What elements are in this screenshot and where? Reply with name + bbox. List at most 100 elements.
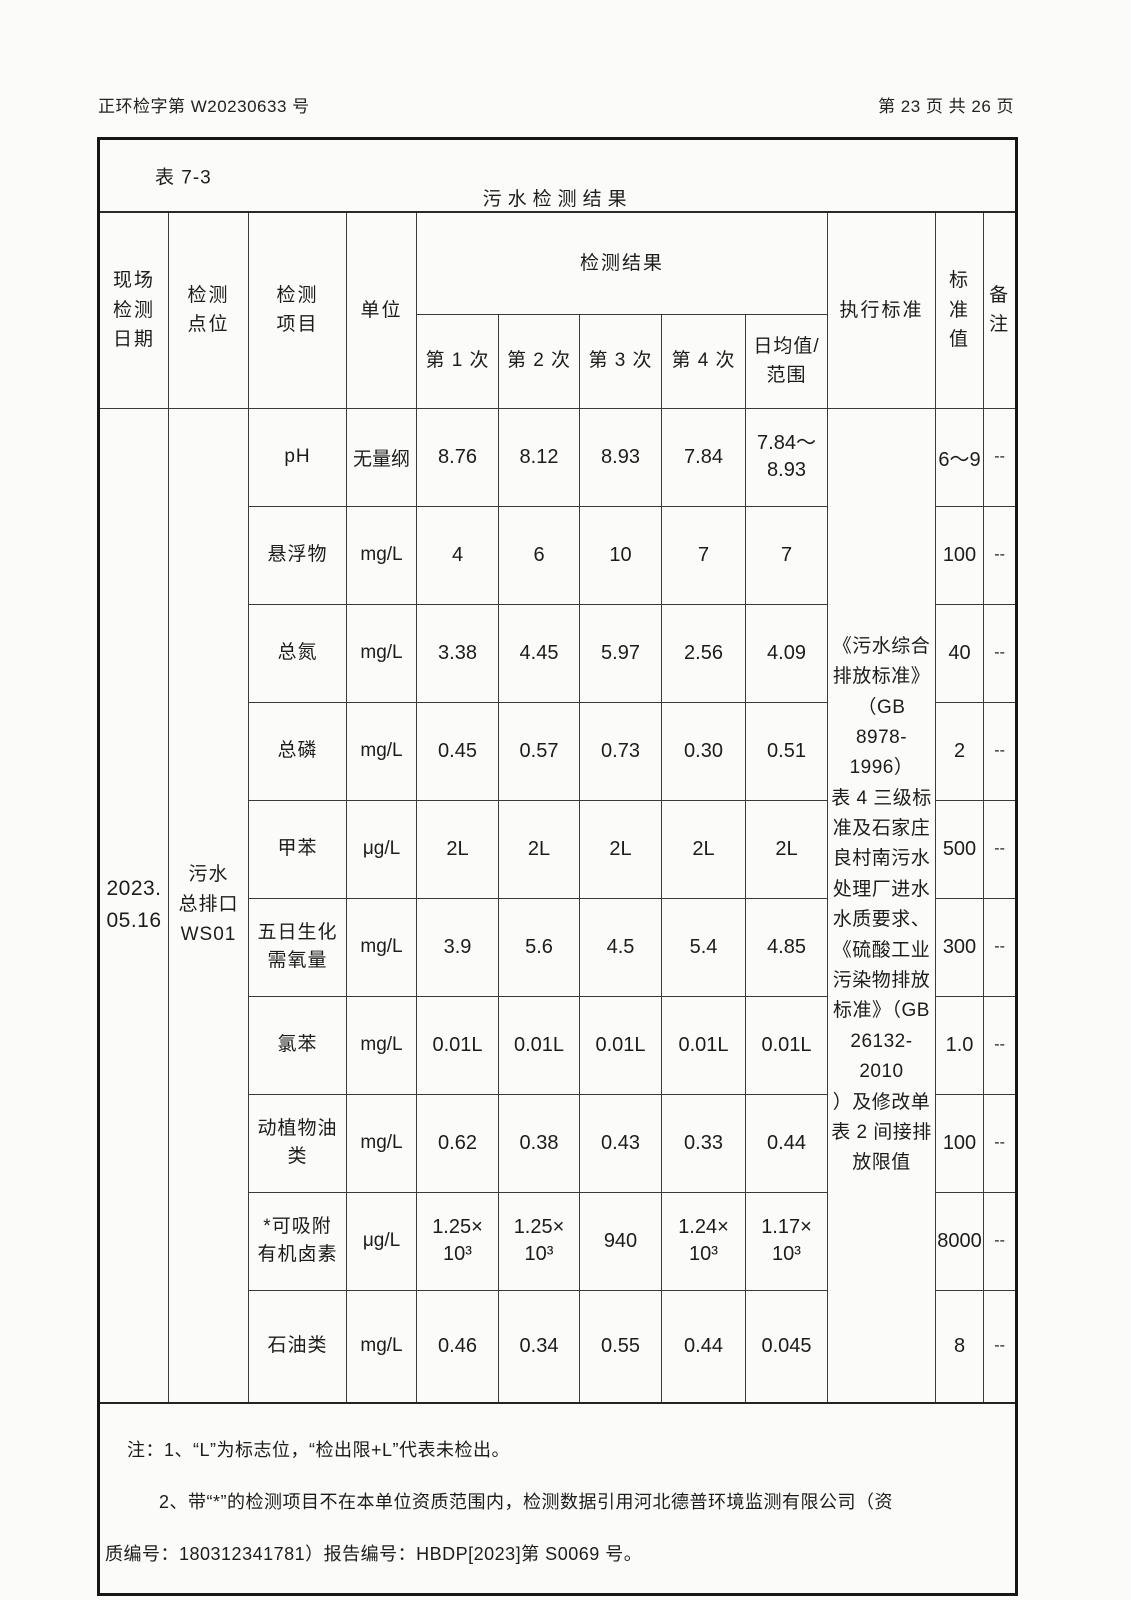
site-date-cell: 2023. 05.16 xyxy=(98,407,169,1404)
table-caption-cell: 表 7-3 污水检测结果 xyxy=(97,138,1018,213)
cell-item: 氯苯 xyxy=(248,995,347,1095)
header-run-1: 第 1 次 xyxy=(416,313,499,409)
page-header: 正环检字第 W20230633 号 第 23 页 共 26 页 xyxy=(98,92,1014,117)
header-row-1: 现场 检测 日期 检测 点位 检测 项目 单位 检测结果 执行标准 标 准 值 … xyxy=(98,211,1018,409)
cell-standard-value: 8000 xyxy=(935,1191,984,1291)
cell-standard-value: 1.0 xyxy=(935,995,984,1095)
cell-run1: 3.9 xyxy=(416,897,499,997)
table-title: 污水检测结果 xyxy=(482,189,633,210)
cell-standard-value: 40 xyxy=(935,603,984,703)
cell-run2: 0.01L xyxy=(498,995,580,1095)
doc-number: 正环检字第 W20230633 号 xyxy=(98,97,310,116)
cell-run3: 4.5 xyxy=(579,897,662,997)
cell-unit: mg/L xyxy=(346,603,417,703)
cell-unit: μg/L xyxy=(346,799,417,899)
header-item: 检测 项目 xyxy=(248,211,347,409)
cell-daily-avg: 0.51 xyxy=(745,701,828,801)
row-toluene: 甲苯 μg/L 2L 2L 2L 2L 2L 500 -- xyxy=(99,799,1018,899)
cell-remark: -- xyxy=(982,897,1018,997)
header-run-2: 第 2 次 xyxy=(498,313,580,409)
cell-daily-avg: 0.44 xyxy=(745,1093,828,1193)
cell-run1: 0.62 xyxy=(416,1093,499,1193)
cell-run4: 0.33 xyxy=(661,1093,746,1193)
cell-run3: 0.73 xyxy=(579,701,662,801)
cell-run1: 4 xyxy=(416,505,499,605)
cell-standard-value: 2 xyxy=(935,701,984,801)
cell-run2: 2L xyxy=(498,799,580,899)
row-total-phosphorus: 总磷 mg/L 0.45 0.57 0.73 0.30 0.51 2 -- xyxy=(99,701,1018,801)
cell-run3: 10 xyxy=(579,505,662,605)
cell-daily-avg: 0.01L xyxy=(745,995,828,1095)
header-unit: 单位 xyxy=(346,211,417,409)
cell-standard-value: 8 xyxy=(935,1289,984,1404)
cell-run2: 0.34 xyxy=(498,1289,580,1404)
cell-daily-avg: 4.85 xyxy=(745,897,828,997)
cell-run2: 1.25× 10³ xyxy=(498,1191,580,1291)
note-line-3: 质编号：180312341781）报告编号：HBDP[2023]第 S0069 … xyxy=(105,1544,643,1564)
cell-run1: 0.45 xyxy=(416,701,499,801)
cell-run3: 8.93 xyxy=(579,407,662,507)
cell-remark: -- xyxy=(982,799,1018,899)
cell-unit: mg/L xyxy=(346,505,417,605)
row-aox: *可吸附 有机卤素 μg/L 1.25× 10³ 1.25× 10³ 940 1… xyxy=(99,1191,1018,1291)
cell-item: 石油类 xyxy=(248,1289,347,1404)
cell-run2: 4.45 xyxy=(498,603,580,703)
cell-standard-value: 500 xyxy=(935,799,984,899)
cell-standard-value: 100 xyxy=(935,505,984,605)
header-standard-value: 标 准 值 xyxy=(935,211,984,409)
cell-unit: mg/L xyxy=(346,1289,417,1404)
cell-standard-value: 100 xyxy=(935,1093,984,1193)
cell-run4: 5.4 xyxy=(661,897,746,997)
header-standard: 执行标准 xyxy=(827,211,936,409)
cell-daily-avg: 2L xyxy=(745,799,828,899)
cell-item: pH xyxy=(248,407,347,507)
header-remark: 备 注 xyxy=(982,211,1018,409)
cell-remark: -- xyxy=(982,603,1018,703)
header-point: 检测 点位 xyxy=(168,211,249,409)
row-animal-vegetable-oils: 动植物油 类 mg/L 0.62 0.38 0.43 0.33 0.44 100… xyxy=(99,1093,1018,1193)
cell-unit: 无量纲 xyxy=(346,407,417,507)
cell-item: 动植物油 类 xyxy=(248,1093,347,1193)
cell-remark: -- xyxy=(982,505,1018,605)
cell-remark: -- xyxy=(982,1191,1018,1291)
cell-run3: 5.97 xyxy=(579,603,662,703)
header-daily-avg: 日均值/ 范围 xyxy=(745,313,828,409)
cell-daily-avg: 4.09 xyxy=(745,603,828,703)
cell-run1: 1.25× 10³ xyxy=(416,1191,499,1291)
monitoring-point-cell: 污水 总排口 WS01 xyxy=(168,407,249,1404)
cell-run4: 0.01L xyxy=(661,995,746,1095)
cell-run3: 0.43 xyxy=(579,1093,662,1193)
cell-run2: 6 xyxy=(498,505,580,605)
header-run-3: 第 3 次 xyxy=(579,313,662,409)
header-results-group: 检测结果 xyxy=(416,211,828,315)
cell-run3: 2L xyxy=(579,799,662,899)
cell-run4: 7.84 xyxy=(661,407,746,507)
cell-unit: mg/L xyxy=(346,701,417,801)
cell-run1: 8.76 xyxy=(416,407,499,507)
table-label: 表 7-3 xyxy=(155,167,212,188)
cell-run2: 0.38 xyxy=(498,1093,580,1193)
row-suspended-solids: 悬浮物 mg/L 4 6 10 7 7 100 -- xyxy=(99,505,1018,605)
cell-item: 总磷 xyxy=(248,701,347,801)
cell-run4: 2.56 xyxy=(661,603,746,703)
cell-unit: mg/L xyxy=(346,995,417,1095)
notes-cell: 注：1、“L”为标志位，“检出限+L”代表未检出。 2、带“*”的检测项目不在本… xyxy=(97,1402,1018,1595)
executed-standard-cell: 《污水综合 排放标准》 （GB 8978-1996） 表 4 三级标 准及石家庄… xyxy=(827,407,936,1404)
header-row-2: 第 1 次 第 2 次 第 3 次 第 4 次 日均值/ 范围 xyxy=(99,313,1017,409)
cell-item: 悬浮物 xyxy=(248,505,347,605)
cell-item: 总氮 xyxy=(248,603,347,703)
cell-item: *可吸附 有机卤素 xyxy=(248,1191,347,1291)
notes-row: 注：1、“L”为标志位，“检出限+L”代表未检出。 2、带“*”的检测项目不在本… xyxy=(97,1402,1018,1595)
cell-run3: 0.01L xyxy=(579,995,662,1095)
row-petroleum: 石油类 mg/L 0.46 0.34 0.55 0.44 0.045 8 -- xyxy=(99,1289,1018,1404)
cell-remark: -- xyxy=(982,407,1018,507)
page-indicator: 第 23 页 共 26 页 xyxy=(878,97,1014,116)
row-ph: 2023. 05.16 污水 总排口 WS01 pH 无量纲 8.76 8.12… xyxy=(98,407,1018,1404)
cell-run4: 0.30 xyxy=(661,701,746,801)
cell-item: 甲苯 xyxy=(248,799,347,899)
header-site-date: 现场 检测 日期 xyxy=(98,211,169,409)
cell-standard-value: 300 xyxy=(935,897,984,997)
note-line-2: 2、带“*”的检测项目不在本单位资质范围内，检测数据引用河北德普环境监测有限公司… xyxy=(159,1492,893,1512)
cell-daily-avg: 1.17× 10³ xyxy=(745,1191,828,1291)
